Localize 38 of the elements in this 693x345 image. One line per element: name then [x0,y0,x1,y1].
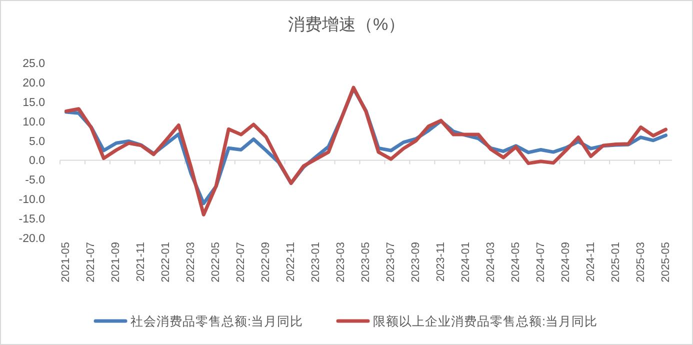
x-tick-label: 2021-07 [85,242,98,282]
x-tick-label: 2022-03 [185,242,198,282]
x-tick-label: 2024-01 [460,242,472,282]
y-tick-label: 15.0 [22,96,45,109]
x-tick-label: 2022-09 [260,242,272,282]
x-tick-label: 2025-01 [610,242,622,282]
x-tick-label: 2023-11 [434,242,447,282]
y-tick-label: -20.0 [18,233,45,245]
x-tick-label: 2022-05 [210,242,222,282]
x-tick-label: 2021-05 [60,242,72,282]
x-tick-label: 2023-09 [410,242,422,282]
y-tick-label: 5.0 [29,136,45,148]
x-tick-label: 2023-01 [310,242,322,282]
y-tick-label: 20.0 [22,77,45,90]
x-tick-label: 2021-11 [135,242,148,282]
x-tick-label: 2024-11 [584,242,597,282]
x-tick-label: 2025-03 [634,242,647,282]
y-tick-label: -15.0 [18,214,45,226]
x-tick-label: 2024-05 [510,242,522,282]
x-tick-label: 2022-07 [235,242,248,282]
x-tick-label: 2024-03 [484,242,497,282]
x-tick-label: 2021-09 [110,242,122,282]
y-tick-label: 25.0 [22,58,45,70]
legend-label: 社会消费品零售总额:当月同比 [130,314,303,328]
x-tick-label: 2024-07 [534,242,547,282]
x-tick-label: 2025-05 [660,242,672,282]
x-tick-label: 2023-07 [384,242,397,282]
chart-title: 消费增速（%） [288,15,406,34]
x-tick-label: 2023-05 [360,242,372,282]
x-tick-label: 2022-01 [160,242,172,282]
x-tick-label: 2023-03 [335,242,348,282]
x-tick-label: 2022-11 [285,242,298,282]
legend-label: 限额以上企业消费品零售总额:当月同比 [373,314,598,328]
y-tick-label: -5.0 [25,174,45,187]
y-tick-label: 10.0 [22,116,45,128]
y-tick-label: 0.0 [29,155,45,168]
x-tick-label: 2024-09 [560,242,572,282]
y-tick-label: -10.0 [18,194,45,206]
